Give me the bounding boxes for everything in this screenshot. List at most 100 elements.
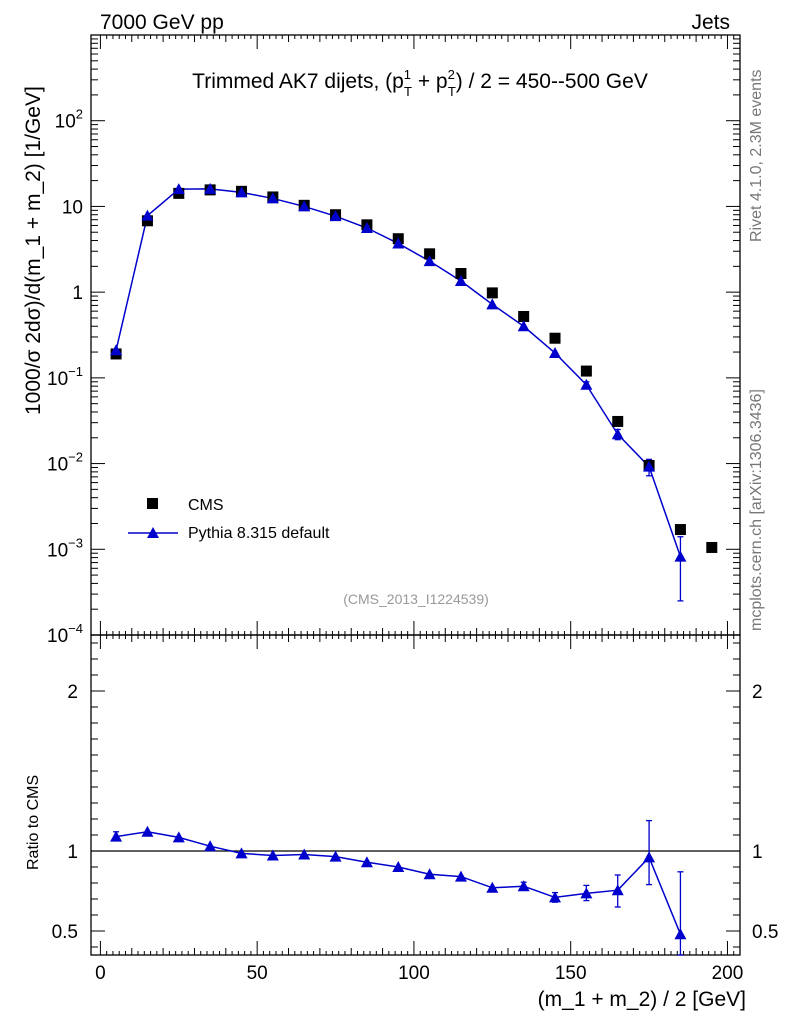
x-tick-label: 50 [247,963,268,984]
legend-pythia-label: Pythia 8.315 default [188,525,330,542]
ratio-y-tick-label-left: 1 [67,842,78,863]
cms-point [424,248,436,260]
cms-point [612,415,624,427]
ratio-point [141,825,154,837]
ratio-point [392,861,405,872]
pythia-point [611,428,624,440]
x-tick-label: 100 [398,963,430,984]
pythia-point [141,209,154,221]
cms-point [706,541,718,553]
main-title-sub2: T [448,84,456,99]
ratio-point [674,928,687,940]
ratio-point [611,884,624,896]
pythia-point [110,344,123,356]
main-panel-frame [90,34,741,636]
ratio-series-layer [110,819,687,956]
pythia-point [454,274,467,286]
main-title-suffix: ) / 2 = 450--500 GeV [456,70,648,93]
ratio-point [172,831,185,843]
ratio-point [486,881,499,893]
ratio-point [298,848,311,860]
pythia-point [580,378,593,390]
cms-point [674,524,686,536]
cms-point [518,310,530,322]
main-axis-ticks [91,35,741,636]
ratio-point [549,891,562,903]
pythia-point [392,237,405,249]
main-y-tick-label: 10−2 [47,450,83,476]
main-title-sup1: 1 [404,67,411,82]
pythia-point [298,200,311,212]
pythia-point [517,320,530,332]
main-title: Trimmed AK7 dijets, (p1 T + p2 T) / 2 = 45… [192,67,648,99]
pythia-point [643,460,656,472]
pythia-point [674,550,687,562]
pythia-point [266,192,279,204]
ratio-line [115,831,682,935]
ratio-point [580,887,593,899]
pythia-point [423,255,436,267]
ratio-point [423,868,436,880]
ratio-point [517,880,530,892]
main-y-tick-label: 10−4 [47,621,83,647]
header-energy-label: 7000 GeV pp [100,11,224,34]
x-axis-label: (m_1 + m_2) / 2 [GeV] [538,988,746,1011]
legend-pythia-marker [147,527,159,538]
main-y-tick-label: 10−1 [47,364,83,390]
main-panel: 10−4 10−3 10−2 10−1 1 10 102 (CMS_2013_I122453… [22,34,741,647]
ratio-point [110,830,123,842]
legend-cms-label: CMS [188,497,224,514]
pythia-point [235,186,248,198]
ratio-point [329,850,342,862]
pythia-point [204,182,217,194]
ratio-point [235,847,248,859]
main-title-sup2: 2 [448,67,455,82]
pythia-point [486,298,499,310]
mcplots-label: mcplots.cern.ch [arXiv:1306.3436] [748,389,765,631]
ratio-y-tick-label-left: 2 [67,682,78,703]
legend: CMS Pythia 8.315 default [128,497,330,542]
x-tick-label: 150 [555,963,587,984]
ratio-x-tick-labels: 0 50 100 150 200 [95,963,743,984]
ratio-axis-ticks [91,635,741,955]
main-y-tick-label: 1 [72,283,83,304]
cms-point [580,365,592,377]
cms-point [455,268,467,280]
x-tick-label: 200 [712,963,744,984]
ratio-point [643,851,656,863]
pythia-point [172,183,185,195]
main-title-prefix: Trimmed AK7 dijets, (p [192,70,404,93]
main-y-axis-label: 1000/σ 2dσ)/d(m_1 + m_2) [1/GeV] [22,86,45,415]
main-title-sub1: T [404,84,412,99]
ratio-point [454,870,467,882]
ratio-y-tick-label-right: 1 [752,842,763,863]
main-title-middle: + p [412,70,448,93]
cms-point [141,215,153,227]
pythia-point [360,222,373,234]
main-y-tick-labels: 10−4 10−3 10−2 10−1 1 10 102 [47,107,83,647]
ratio-panel-frame [90,634,741,956]
legend-cms-marker [147,498,158,509]
x-tick-label: 0 [95,963,106,984]
main-series-layer [110,182,718,602]
pythia-point [329,210,342,222]
ratio-y-tick-label-left: 0.5 [52,922,78,943]
analysis-watermark: (CMS_2013_I1224539) [343,591,489,607]
rivet-version-label: Rivet 4.1.0, 2.3M events [748,69,765,242]
main-y-tick-label: 10−3 [47,535,83,561]
ratio-y-tick-labels: 0.5 0.5 1 1 2 2 [52,682,779,943]
main-y-tick-label: 10 [62,197,83,218]
ratio-y-tick-label-right: 0.5 [752,922,778,943]
pythia-point [549,346,562,358]
header-category-label: Jets [691,11,730,34]
ratio-point [204,840,217,852]
main-y-tick-label: 102 [55,107,83,133]
cms-point [486,287,498,299]
ratio-panel: 0.5 0.5 1 1 2 2 0 50 100 150 200 Ratio to CMS (m_… [25,634,779,1011]
cms-point [549,332,561,344]
ratio-y-tick-label-right: 2 [752,682,763,703]
ratio-point [266,849,279,861]
ratio-y-axis-label: Ratio to CMS [25,775,42,870]
ratio-point [360,856,373,868]
